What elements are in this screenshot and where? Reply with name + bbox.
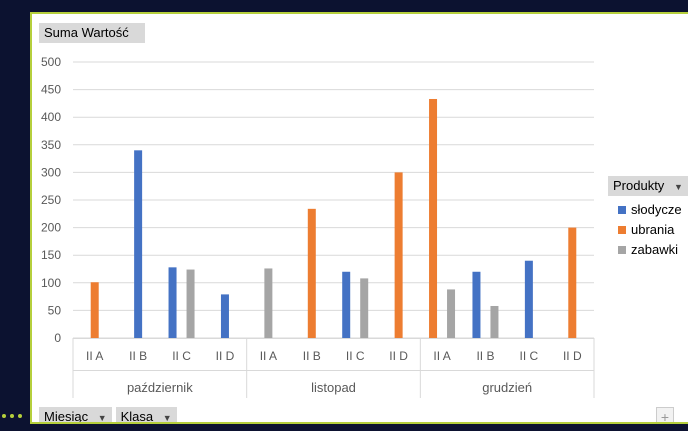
row-field-button-klasa[interactable]: Klasa ▼: [115, 407, 177, 424]
legend-swatch-ubrania: [618, 226, 626, 234]
x-tick-label: II A: [260, 349, 277, 363]
bar-ubrania: [568, 227, 577, 338]
value-field-button[interactable]: Suma Wartość: [39, 23, 145, 43]
pivot-chart[interactable]: 0 50 100 150 200 250 300 350 400 450 500 II A II B II…: [30, 12, 688, 424]
bar-slodycze: [168, 267, 177, 338]
legend-field-button[interactable]: Produkty ▼: [608, 176, 688, 196]
bar-zabawki: [447, 289, 456, 338]
bar-zabawki: [186, 269, 195, 338]
y-tick-label: 0: [54, 331, 61, 345]
handle-dot: [2, 414, 6, 418]
dropdown-arrow-icon[interactable]: ▼: [673, 182, 683, 192]
legend-label-ubrania: ubrania: [631, 222, 675, 237]
x-tick-label: II C: [346, 349, 365, 363]
y-tick-label: 450: [41, 83, 61, 97]
legend-swatch-zabawki: [618, 246, 626, 254]
chart-legend: słodycze ubrania zabawki: [618, 200, 682, 260]
x-tick-label: II C: [520, 349, 539, 363]
dropdown-arrow-icon[interactable]: ▼: [97, 413, 107, 423]
bar-ubrania: [90, 282, 99, 338]
y-tick-label: 500: [41, 55, 61, 69]
x-tick-label: II C: [172, 349, 191, 363]
bar-ubrania: [307, 208, 316, 338]
handle-dot: [18, 414, 22, 418]
row-field-label-miesiac: Miesiąc: [44, 409, 89, 424]
bar-ubrania: [394, 172, 403, 338]
bar-zabawki: [360, 278, 369, 338]
x-tick-label: II B: [476, 349, 494, 363]
legend-item-slodycze: słodycze: [618, 200, 682, 220]
row-fields-area: Miesiąc ▼ Klasa ▼: [39, 407, 181, 424]
x-tick-label: II D: [216, 349, 235, 363]
legend-swatch-slodycze: [618, 206, 626, 214]
x-tick-label: II B: [129, 349, 147, 363]
value-field-label: Suma Wartość: [44, 25, 129, 40]
dropdown-arrow-icon[interactable]: ▼: [162, 413, 172, 423]
legend-field-label: Produkty: [613, 178, 665, 193]
y-tick-label: 250: [41, 193, 61, 207]
x-tick-label: II B: [303, 349, 321, 363]
bar-zabawki: [490, 305, 499, 338]
y-tick-label: 100: [41, 276, 61, 290]
row-field-button-miesiac[interactable]: Miesiąc ▼: [39, 407, 112, 424]
handle-dot: [10, 414, 14, 418]
bar-slodycze: [342, 271, 351, 338]
legend-label-zabawki: zabawki: [631, 242, 678, 257]
legend-label-slodycze: słodycze: [631, 202, 682, 217]
y-tick-label: 200: [41, 221, 61, 235]
bar-slodycze: [472, 271, 481, 338]
chart-plot-area: 0 50 100 150 200 250 300 350 400 450 500 II A II B II…: [41, 55, 595, 398]
x-tick-label: II D: [389, 349, 408, 363]
legend-item-ubrania: ubrania: [618, 220, 682, 240]
y-tick-label: 50: [48, 303, 62, 317]
selection-handle-dots: [0, 414, 30, 420]
bar-slodycze: [524, 260, 533, 338]
legend-item-zabawki: zabawki: [618, 240, 682, 260]
bar-ubrania: [429, 98, 438, 338]
x-tick-label: II A: [433, 349, 450, 363]
y-tick-label: 350: [41, 138, 61, 152]
row-field-label-klasa: Klasa: [120, 409, 154, 424]
y-tick-label: 150: [41, 248, 61, 262]
group-label: listopad: [311, 380, 356, 395]
x-tick-label: II A: [86, 349, 103, 363]
y-tick-label: 300: [41, 165, 61, 179]
y-tick-label: 400: [41, 110, 61, 124]
expand-button[interactable]: +: [656, 407, 674, 422]
group-label: październik: [127, 380, 193, 395]
group-label: grudzień: [482, 380, 532, 395]
bar-slodycze: [134, 150, 143, 338]
x-tick-label: II D: [563, 349, 582, 363]
bar-slodycze: [220, 294, 229, 338]
bar-zabawki: [264, 268, 273, 338]
zoom-controls: +−: [654, 407, 688, 422]
